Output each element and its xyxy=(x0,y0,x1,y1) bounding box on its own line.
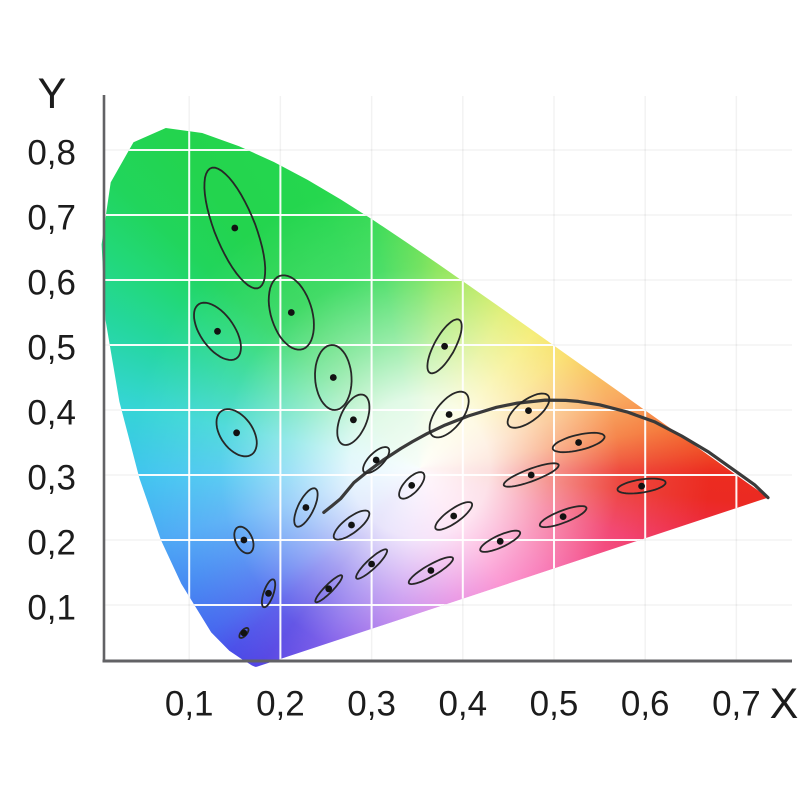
x-tick-label-0,1: 0,1 xyxy=(165,685,214,724)
y-tick-label-0,7: 0,7 xyxy=(27,199,76,238)
ellipse-center-dot xyxy=(559,513,567,520)
ellipse-center-dot xyxy=(287,309,295,316)
macadam-ellipse xyxy=(267,274,315,351)
macadam-ellipse xyxy=(261,578,277,609)
x-tick-label-0,2: 0,2 xyxy=(256,685,305,724)
macadam-ellipse xyxy=(314,344,353,411)
macadam-ellipse xyxy=(293,487,319,528)
ellipse-center-dot xyxy=(325,585,333,593)
ellipse-center-dot xyxy=(233,429,241,437)
ellipse-center-dot xyxy=(302,504,310,511)
y-tick-label-0,4: 0,4 xyxy=(27,394,76,433)
macadam-ellipse xyxy=(407,556,454,586)
ellipse-center-dot xyxy=(329,374,337,381)
x-tick-label-0,6: 0,6 xyxy=(621,685,670,724)
ellipse-center-dot xyxy=(450,512,458,520)
ellipse-center-dot xyxy=(527,471,535,479)
ellipse-center-dot xyxy=(265,589,272,597)
x-tick-label-0,7: 0,7 xyxy=(712,685,761,724)
ellipse-center-dot xyxy=(214,327,221,335)
macadam-ellipse xyxy=(506,392,551,429)
macadam-ellipse xyxy=(238,626,250,639)
ellipse-center-dot xyxy=(350,416,357,424)
macadam-ellipse xyxy=(203,166,267,290)
ellipse-center-dot xyxy=(427,567,435,574)
x-tick-label-0,5: 0,5 xyxy=(530,685,579,724)
macadam-ellipse xyxy=(398,471,426,500)
ellipse-center-dot xyxy=(348,521,355,529)
y-tick-label-0,2: 0,2 xyxy=(27,524,76,563)
ellipse-center-dot xyxy=(372,456,380,464)
macadam-ellipses xyxy=(193,166,667,639)
macadam-ellipse xyxy=(233,525,255,555)
y-tick-label-0,3: 0,3 xyxy=(27,459,76,498)
macadam-ellipse xyxy=(215,408,258,458)
y-tick-label-0,5: 0,5 xyxy=(27,329,76,368)
y-axis-title: Y xyxy=(38,70,67,118)
ellipse-center-dot xyxy=(525,407,532,414)
x-axis-title: X xyxy=(770,680,799,728)
macadam-ellipse xyxy=(538,505,588,528)
ellipse-center-dot xyxy=(240,536,248,544)
x-tick-label-0,4: 0,4 xyxy=(438,685,487,724)
macadam-ellipse xyxy=(426,318,463,375)
macadam-ellipse xyxy=(362,446,391,475)
macadam-ellipse xyxy=(551,431,606,454)
ellipse-center-dot xyxy=(575,439,582,446)
ellipse-center-dot xyxy=(240,629,248,637)
macadam-ellipse xyxy=(336,393,371,446)
macadam-ellipse xyxy=(332,509,371,541)
y-tick-label-0,8: 0,8 xyxy=(27,134,76,173)
macadam-ellipse xyxy=(434,501,473,531)
x-tick-label-0,3: 0,3 xyxy=(347,685,396,724)
ellipse-center-dot xyxy=(445,411,453,418)
macadam-ellipse xyxy=(616,477,667,495)
grid-lines-inner-white xyxy=(104,128,769,661)
macadam-ellipse xyxy=(355,548,388,580)
ellipse-center-dot xyxy=(638,482,645,490)
macadam-ellipse xyxy=(479,529,522,553)
ellipse-center-dot xyxy=(231,224,239,232)
ellipse-center-dot xyxy=(368,560,375,568)
macadam-ellipse xyxy=(502,462,560,488)
macadam-ellipse xyxy=(193,301,242,361)
macadam-ellipse xyxy=(428,390,470,439)
ellipse-center-dot xyxy=(441,342,448,350)
grid-lines-outer xyxy=(104,96,792,661)
macadam-ellipse xyxy=(314,574,344,604)
y-tick-label-0,6: 0,6 xyxy=(27,264,76,303)
ellipse-center-dot xyxy=(408,482,416,489)
planckian-locus-curve xyxy=(322,398,770,514)
ellipse-center-dot xyxy=(496,537,504,545)
y-tick-label-0,1: 0,1 xyxy=(27,589,76,628)
